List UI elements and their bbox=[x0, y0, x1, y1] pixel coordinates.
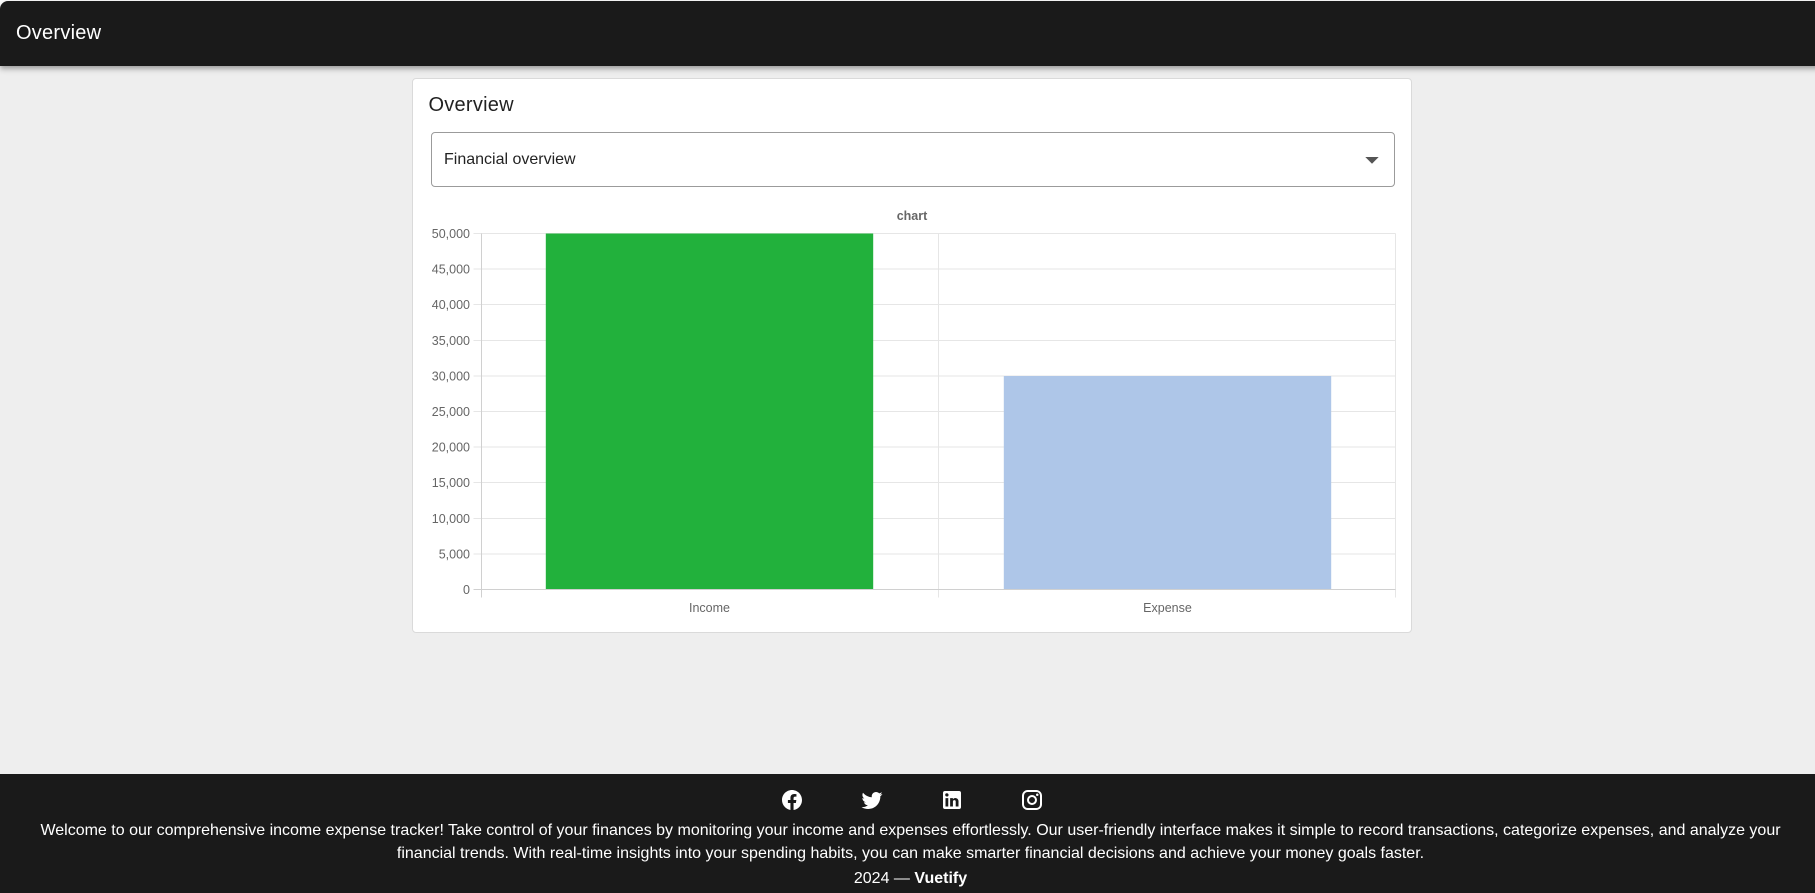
svg-text:50,000: 50,000 bbox=[432, 227, 470, 241]
svg-text:40,000: 40,000 bbox=[432, 298, 470, 312]
svg-text:25,000: 25,000 bbox=[432, 405, 470, 419]
svg-text:20,000: 20,000 bbox=[432, 440, 470, 454]
svg-text:0: 0 bbox=[463, 583, 470, 597]
svg-text:15,000: 15,000 bbox=[432, 476, 470, 490]
svg-text:chart: chart bbox=[897, 209, 928, 223]
svg-text:10,000: 10,000 bbox=[432, 512, 470, 526]
svg-text:35,000: 35,000 bbox=[432, 334, 470, 348]
svg-text:30,000: 30,000 bbox=[432, 369, 470, 383]
svg-text:45,000: 45,000 bbox=[432, 262, 470, 276]
svg-text:5,000: 5,000 bbox=[439, 547, 470, 561]
svg-text:Income: Income bbox=[689, 601, 730, 615]
svg-text:Expense: Expense bbox=[1143, 601, 1192, 615]
